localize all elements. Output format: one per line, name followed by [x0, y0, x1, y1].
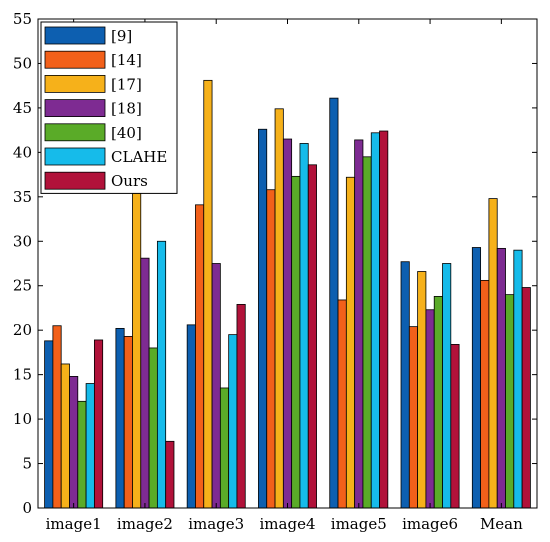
- legend-swatch-0: [44, 26, 106, 45]
- bar-image5-2: [345, 176, 356, 509]
- bar-Mean-2: [488, 198, 498, 509]
- bars-layer: [44, 79, 531, 509]
- y-tick-label-5: 5: [22, 455, 32, 473]
- x-tick-label-image3: image3: [188, 515, 244, 533]
- bar-image5-1: [337, 299, 347, 509]
- bar-image1-4: [77, 400, 87, 509]
- legend-label-6: Ours: [111, 172, 148, 190]
- bar-image6-3: [425, 309, 435, 509]
- bar-image3-2: [203, 79, 213, 509]
- bar-image3-3: [211, 263, 221, 509]
- bar-image6-2: [417, 271, 427, 509]
- bar-image1-6: [93, 339, 104, 509]
- bar-Mean-6: [521, 287, 531, 509]
- bar-image1-0: [44, 340, 54, 509]
- bar-Mean-3: [496, 247, 506, 509]
- legend-label-2: [17]: [111, 75, 142, 93]
- bar-image2-5: [156, 240, 167, 509]
- y-tick-label-40: 40: [13, 143, 32, 161]
- legend-swatch-1: [44, 50, 106, 69]
- bar-Mean-5: [513, 249, 523, 509]
- x-tick-label-image4: image4: [260, 515, 316, 533]
- legend-label-3: [18]: [111, 100, 142, 118]
- legend-label-0: [9]: [111, 27, 132, 45]
- legend: [9] [14] [17] [18] [40] CLAHE Ours: [40, 21, 178, 194]
- bar-image2-1: [123, 336, 133, 509]
- bar-image2-2: [132, 192, 142, 509]
- y-tick-label-10: 10: [13, 410, 32, 428]
- y-tick-label-45: 45: [13, 99, 32, 117]
- bar-Mean-1: [480, 279, 490, 509]
- y-tick-label-15: 15: [13, 366, 32, 384]
- x-tick-label-image6: image6: [402, 515, 458, 533]
- bar-image4-1: [266, 189, 276, 509]
- bar-image5-6: [379, 130, 389, 509]
- bar-image6-4: [433, 295, 443, 509]
- legend-swatch-3: [44, 99, 106, 117]
- x-tick-label-Mean: Mean: [480, 515, 523, 533]
- bar-image4-4: [291, 175, 301, 509]
- legend-swatch-6: [44, 171, 106, 190]
- legend-label-5: CLAHE: [111, 148, 167, 166]
- bar-image2-3: [140, 257, 150, 509]
- bar-image6-0: [400, 261, 410, 509]
- x-tick-label-image2: image2: [117, 515, 173, 533]
- y-tick-label-0: 0: [22, 499, 32, 517]
- bar-image1-5: [85, 383, 95, 509]
- plot-frame: [37, 18, 538, 509]
- legend-swatch-4: [44, 123, 106, 142]
- bar-image3-6: [236, 303, 246, 509]
- bar-image3-4: [219, 387, 230, 509]
- legend-label-1: [14]: [111, 51, 142, 69]
- bar-image4-2: [274, 108, 284, 509]
- x-tick-label-image1: image1: [46, 515, 102, 533]
- bar-image5-4: [362, 156, 372, 509]
- legend-label-4: [40]: [111, 124, 142, 142]
- y-tick-label-25: 25: [13, 277, 32, 295]
- y-tick-label-30: 30: [13, 232, 32, 250]
- bar-Mean-0: [471, 247, 482, 509]
- bar-image4-0: [258, 128, 268, 509]
- bar-image3-0: [186, 324, 196, 509]
- bar-image1-3: [69, 376, 79, 509]
- bar-image1-1: [52, 325, 62, 509]
- bar-image2-6: [165, 440, 175, 509]
- bar-image2-4: [148, 347, 158, 509]
- bar-image4-5: [299, 143, 309, 509]
- legend-swatch-5: [44, 147, 106, 166]
- bar-image1-2: [60, 363, 70, 509]
- x-tick-label-image5: image5: [331, 515, 387, 533]
- y-tick-label-35: 35: [13, 188, 32, 206]
- bar-image6-6: [450, 344, 460, 509]
- bar-image3-1: [195, 204, 205, 509]
- bar-Mean-4: [505, 294, 515, 509]
- bar-image3-5: [228, 334, 238, 509]
- y-tick-label-50: 50: [13, 54, 32, 72]
- y-tick-label-55: 55: [13, 10, 32, 28]
- bar-image6-1: [408, 326, 419, 509]
- bar-image2-0: [115, 327, 125, 509]
- bar-image4-6: [307, 164, 317, 509]
- y-tick-label-20: 20: [13, 321, 32, 339]
- bar-image5-3: [354, 139, 364, 509]
- bar-image4-3: [282, 138, 293, 509]
- axes-layer: image1 image2 image3 image4 image5 image6 Mean…: [13, 10, 538, 533]
- bar-image6-5: [442, 263, 452, 509]
- bar-image5-0: [329, 97, 339, 509]
- legend-swatch-2: [44, 75, 106, 93]
- bar-image5-5: [370, 132, 380, 509]
